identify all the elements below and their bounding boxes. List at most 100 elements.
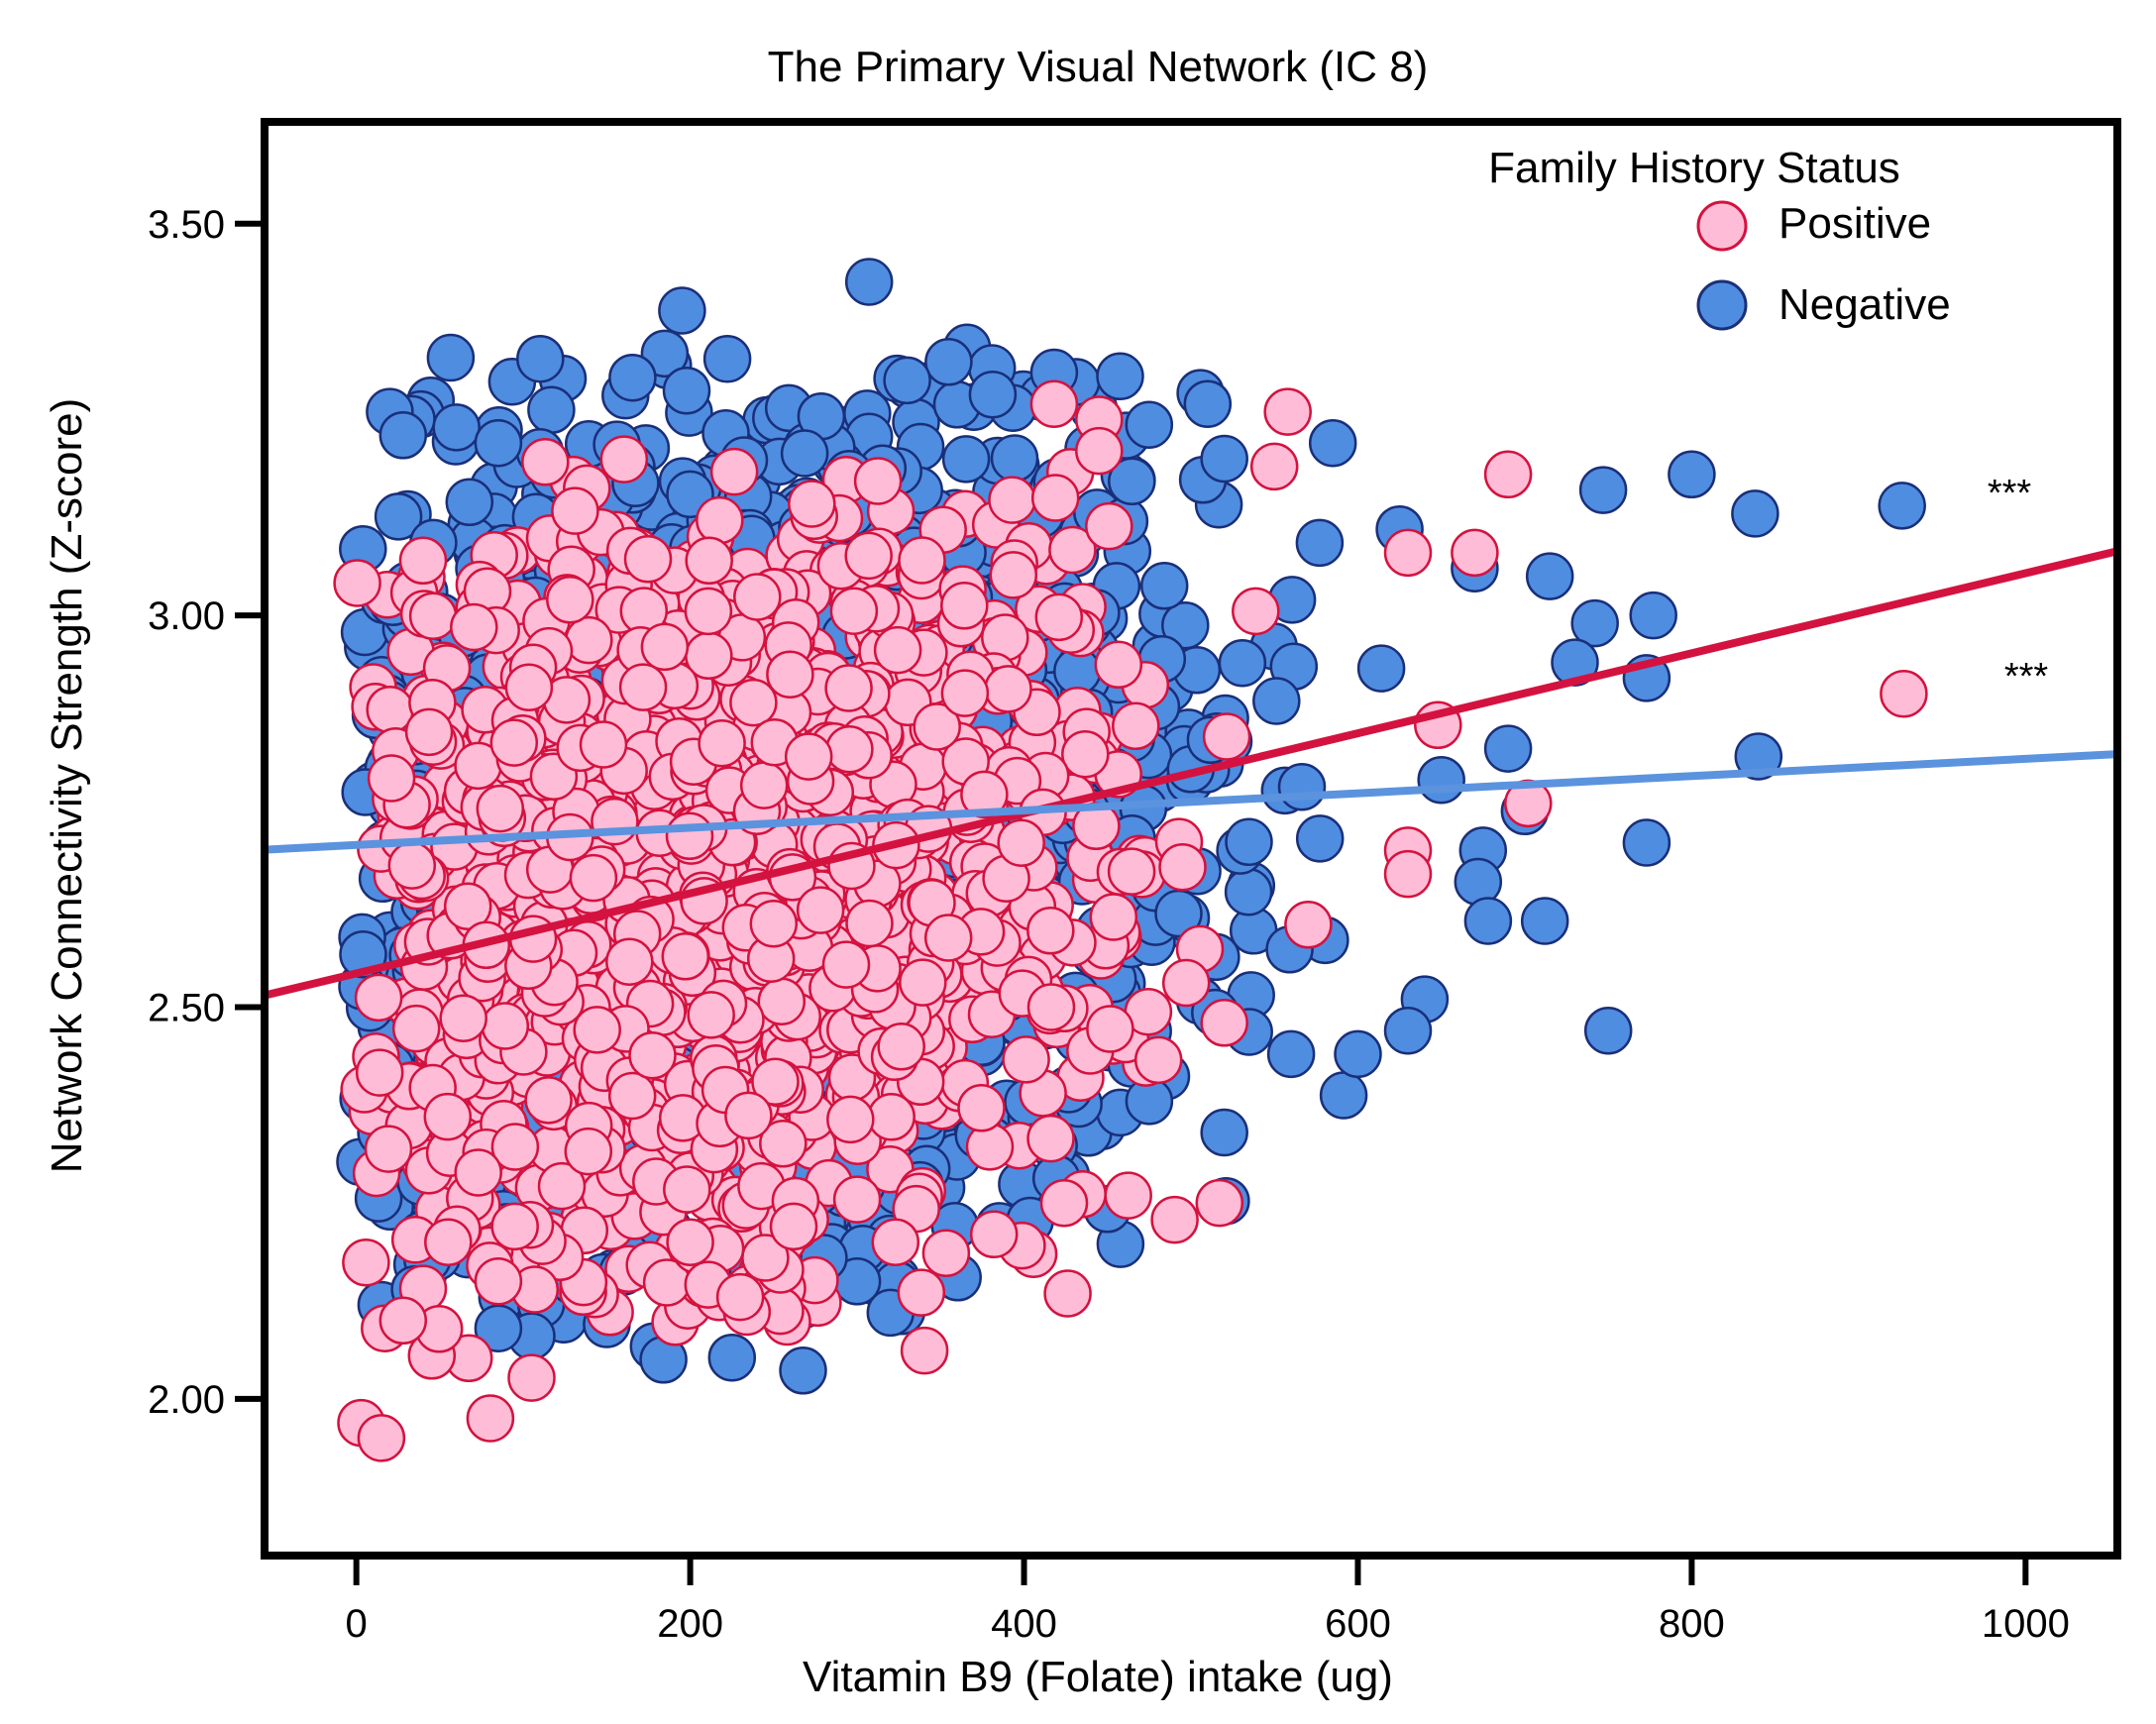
positive-point [757, 977, 807, 1025]
positive-point [1161, 958, 1211, 1008]
positive-point [960, 770, 1009, 819]
positive-point [476, 784, 525, 833]
negative-point [662, 366, 711, 415]
negative-point [1139, 562, 1189, 610]
negative-point [1417, 755, 1465, 805]
positive-point [1039, 1178, 1089, 1228]
positive-point [640, 622, 690, 672]
positive-point [357, 1414, 406, 1462]
negative-point [1252, 677, 1301, 725]
positive-point [474, 1257, 523, 1306]
positive-point [873, 625, 922, 675]
positive-point [1383, 528, 1433, 578]
legend: Family History Status Positive Negative [1488, 144, 1951, 331]
y-tick-label: 2.00 [148, 1378, 225, 1422]
negative-point [1629, 591, 1677, 640]
negative-point [990, 434, 1039, 483]
significance-positive: *** [2004, 656, 2049, 698]
positive-point [829, 587, 879, 635]
x-axis: 0 200 400 600 800 1000 [346, 1560, 2070, 1646]
positive-point [1086, 1005, 1134, 1053]
positive-point [1158, 842, 1207, 892]
positive-point [871, 1218, 920, 1266]
positive-point [1043, 1269, 1092, 1318]
positive-point [687, 991, 735, 1039]
positive-point [751, 1057, 800, 1106]
positive-point [984, 665, 1032, 713]
negative-point [1570, 598, 1619, 648]
positive-point [877, 1023, 925, 1071]
positive-point [661, 932, 710, 981]
x-tick-label: 600 [1325, 1602, 1391, 1646]
negative-point [1622, 818, 1671, 867]
negative-point [924, 338, 973, 386]
positive-point [1451, 528, 1499, 578]
positive-point [378, 1296, 428, 1346]
negative-point [426, 333, 476, 382]
negative-point [1520, 897, 1569, 945]
positive-point [788, 480, 836, 528]
positive-point [1249, 442, 1299, 491]
series-positive [333, 379, 1928, 1462]
positive-point [354, 973, 403, 1023]
positive-point [1089, 893, 1138, 941]
negative-point [1183, 379, 1233, 428]
positive-point [826, 1095, 875, 1144]
negative-point [779, 1347, 827, 1395]
positive-point [1094, 640, 1143, 690]
negative-point [1218, 638, 1267, 688]
positive-point [1112, 701, 1160, 751]
positive-point [1026, 983, 1076, 1031]
negative-point [844, 258, 894, 306]
positive-point [524, 1076, 573, 1125]
fit-line-negative [265, 750, 2117, 854]
y-axis: 2.00 2.50 3.00 3.50 [148, 203, 261, 1422]
negative-point [527, 385, 576, 435]
x-axis-label: Vitamin B9 (Folate) intake (ug) [803, 1653, 1393, 1701]
negative-point [1225, 817, 1273, 867]
positive-point [439, 994, 487, 1042]
negative-point [968, 370, 1018, 419]
negative-point [707, 1333, 757, 1382]
negative-point [1383, 1006, 1433, 1055]
positive-point [466, 1394, 515, 1443]
positive-point [546, 576, 594, 624]
positive-point [666, 1218, 714, 1266]
positive-point [1075, 426, 1124, 476]
positive-point [784, 732, 833, 781]
negative-point [1125, 400, 1174, 449]
positive-point [733, 573, 782, 621]
negative-point [1878, 482, 1926, 530]
positive-point [988, 476, 1036, 524]
positive-point [741, 1234, 790, 1282]
positive-point [579, 720, 628, 769]
positive-point [825, 725, 874, 774]
positive-point [565, 615, 613, 665]
fit-line-positive [265, 547, 2117, 1000]
negative-point [1525, 552, 1574, 600]
positive-point [537, 1161, 587, 1211]
negative-point [1319, 1071, 1368, 1120]
positive-point [940, 582, 989, 630]
negative-point [640, 329, 690, 378]
negative-point [941, 435, 991, 484]
negative-point [1334, 1029, 1382, 1079]
positive-point [969, 1210, 1019, 1259]
positive-point [845, 899, 894, 948]
negative-point [374, 492, 423, 541]
positive-point [759, 1120, 808, 1168]
negative-point [1483, 724, 1533, 773]
x-tick-label: 0 [346, 1602, 368, 1646]
negative-point [1266, 1029, 1316, 1079]
positive-point [844, 531, 893, 581]
y-axis-label: Network Connectivity Strength (Z-score) [43, 398, 91, 1173]
positive-point [1026, 1114, 1075, 1163]
positive-point [940, 669, 990, 717]
positive-point [769, 1202, 818, 1251]
positive-point [824, 664, 873, 712]
positive-point [551, 486, 599, 535]
x-tick-label: 800 [1659, 1602, 1725, 1646]
positive-point [900, 1326, 949, 1375]
negative-point [378, 411, 428, 460]
positive-point [766, 650, 814, 699]
